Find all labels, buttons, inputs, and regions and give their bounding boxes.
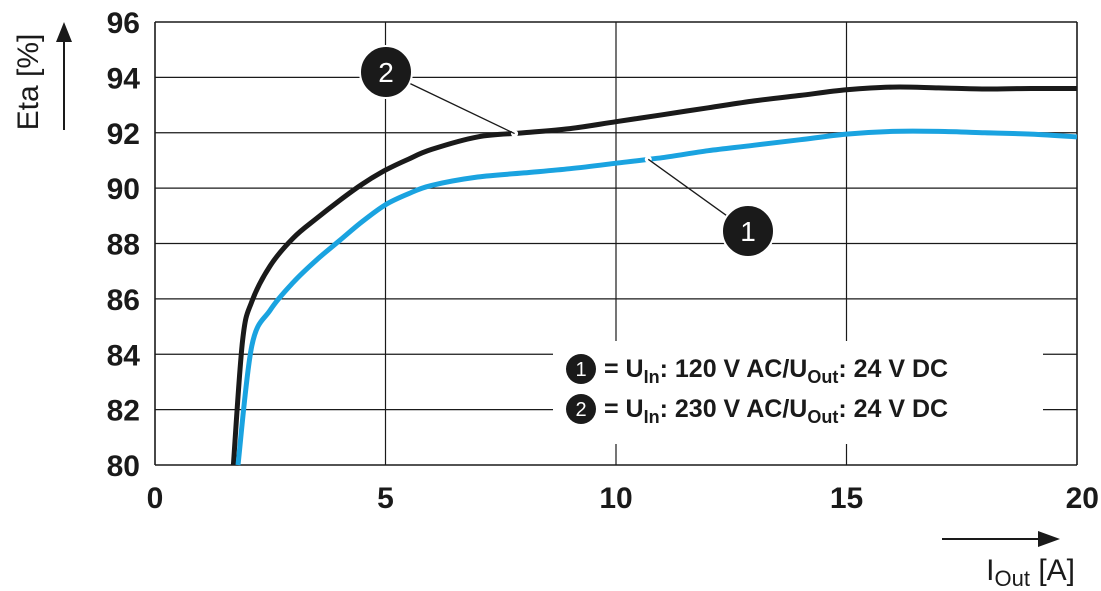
y-tick-label: 96 [107, 7, 140, 40]
y-tick-label: 82 [107, 395, 140, 428]
legend: 1 = UIn: 120 V AC/UOut: 24 V DC 2 = UIn: 23… [553, 341, 1043, 444]
series-1-callout-label: 1 [740, 216, 756, 247]
y-tick-label: 92 [107, 118, 140, 151]
grid [154, 21, 1078, 466]
y-tick-label: 84 [107, 339, 141, 372]
x-tick-label: 0 [147, 482, 164, 515]
legend-marker-1 [566, 354, 596, 384]
x-tick-label: 5 [377, 482, 394, 515]
callouts: 12 [359, 45, 775, 258]
series-2-callout-leader [409, 82, 515, 135]
legend-marker-2 [566, 394, 596, 424]
x-axis-title: IOut [A] [986, 554, 1075, 591]
legend-entry-1: = UIn: 120 V AC/UOut: 24 V DC [604, 355, 948, 387]
x-tick-label: 15 [830, 482, 863, 515]
series-1-callout-leader [647, 158, 728, 217]
tick-labels: 80 82 84 86 88 90 92 94 96 0 5 10 15 20 [107, 7, 1099, 515]
y-tick-label: 88 [107, 229, 140, 262]
y-tick-label: 80 [107, 450, 140, 483]
x-tick-label: 20 [1066, 482, 1099, 515]
legend-marker-2-label: 2 [575, 399, 586, 421]
series-2-callout-marker [359, 45, 413, 99]
legend-marker-1-label: 1 [575, 359, 586, 381]
y-axis-arrow-head [56, 22, 72, 42]
y-axis-title: Eta [%] [12, 34, 45, 131]
x-axis-arrow-head [1038, 531, 1060, 547]
y-tick-label: 90 [107, 173, 140, 206]
legend-entry-2: = UIn: 230 V AC/UOut: 24 V DC [604, 395, 948, 427]
series-1-line [235, 128, 1078, 466]
series-2-callout-label: 2 [378, 57, 394, 88]
x-tick-label: 10 [599, 482, 632, 515]
y-tick-label: 86 [107, 284, 140, 317]
legend-background [553, 341, 1043, 444]
y-tick-label: 94 [107, 62, 141, 95]
series-1-callout-marker [721, 204, 775, 258]
axis-titles: Eta [%] IOut [A] [12, 22, 1075, 591]
